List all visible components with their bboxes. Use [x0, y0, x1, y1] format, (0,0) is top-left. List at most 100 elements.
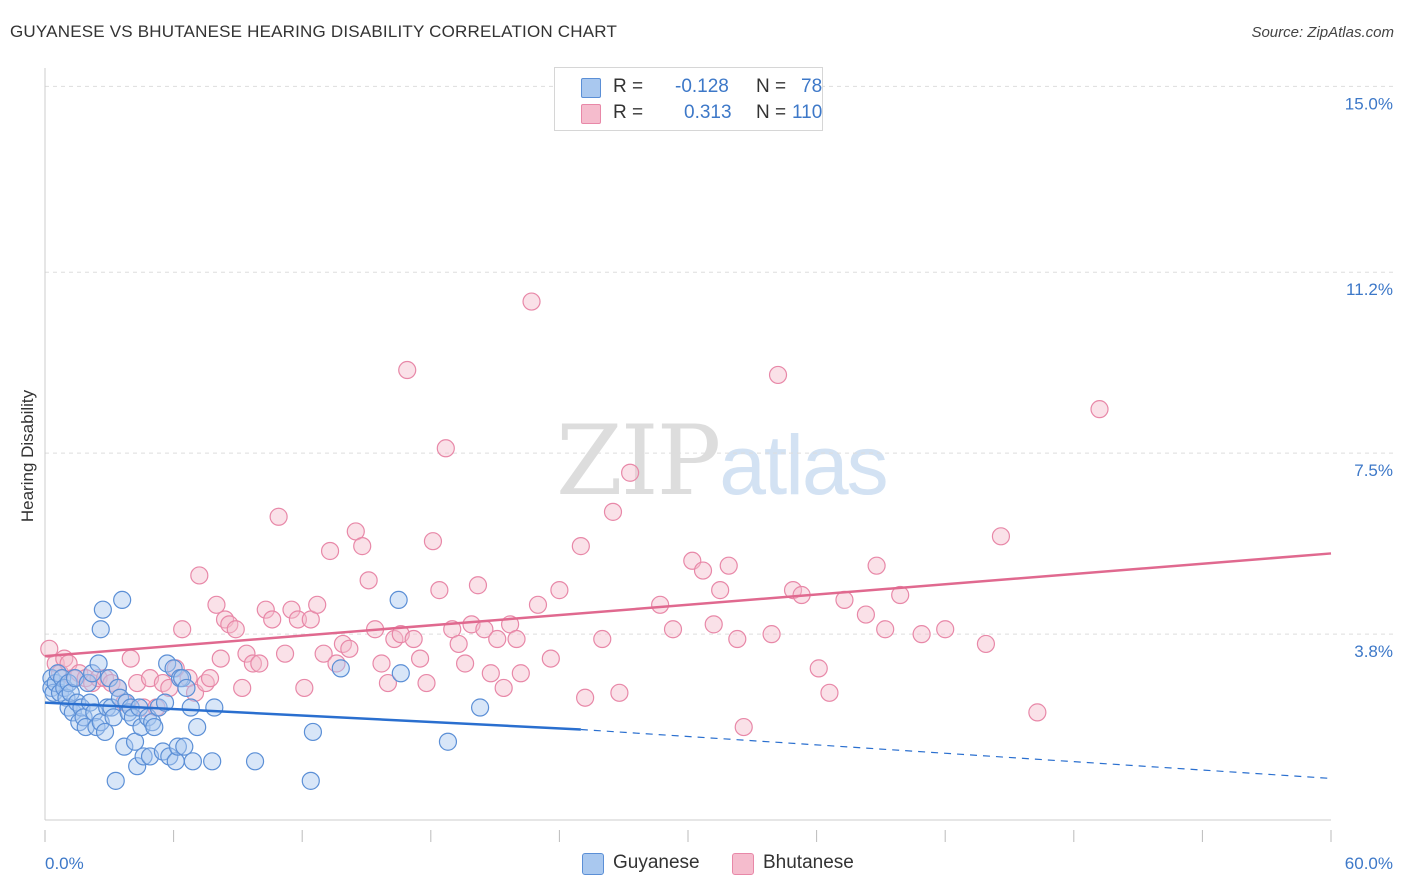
- guyanese-point[interactable]: [78, 673, 97, 693]
- bhutanese-point[interactable]: [711, 581, 730, 600]
- bhutanese-point[interactable]: [468, 576, 488, 595]
- guyanese-point[interactable]: [80, 693, 100, 712]
- bhutanese-point[interactable]: [867, 556, 886, 575]
- bhutanese-point[interactable]: [449, 634, 468, 654]
- guyanese-point[interactable]: [106, 771, 125, 790]
- guyanese-point[interactable]: [181, 698, 200, 717]
- guyanese-point[interactable]: [177, 678, 196, 698]
- bhutanese-point[interactable]: [200, 669, 220, 688]
- bhutanese-point[interactable]: [856, 605, 875, 624]
- guyanese-point[interactable]: [61, 683, 80, 702]
- bhutanese-point[interactable]: [430, 581, 449, 600]
- guyanese-point[interactable]: [188, 717, 207, 737]
- bhutanese-point[interactable]: [734, 717, 753, 737]
- guyanese-point[interactable]: [95, 722, 115, 742]
- bhutanese-point[interactable]: [295, 678, 314, 698]
- bhutanese-point[interactable]: [610, 683, 629, 702]
- bhutanese-point[interactable]: [507, 629, 526, 649]
- bhutanese-point[interactable]: [226, 620, 245, 639]
- bhutanese-point[interactable]: [603, 502, 623, 521]
- bhutanese-point[interactable]: [762, 625, 781, 644]
- guyanese-point[interactable]: [155, 693, 175, 712]
- bhutanese-point[interactable]: [173, 620, 192, 639]
- bhutanese-point[interactable]: [693, 561, 713, 580]
- guyanese-point[interactable]: [331, 659, 350, 678]
- guyanese-point[interactable]: [98, 698, 117, 717]
- bhutanese-point[interactable]: [423, 532, 443, 551]
- guyanese-point[interactable]: [245, 752, 265, 771]
- bhutanese-point[interactable]: [353, 537, 372, 556]
- bhutanese-point[interactable]: [250, 654, 269, 673]
- guyanese-point[interactable]: [470, 698, 490, 717]
- guyanese-point[interactable]: [83, 664, 102, 683]
- guyanese-point[interactable]: [145, 717, 164, 737]
- bhutanese-point[interactable]: [783, 581, 803, 600]
- bhutanese-point[interactable]: [820, 683, 839, 702]
- bhutanese-point[interactable]: [876, 620, 895, 639]
- bhutanese-point[interactable]: [1028, 703, 1047, 722]
- guyanese-point[interactable]: [168, 737, 187, 756]
- guyanese-point[interactable]: [175, 737, 194, 756]
- bhutanese-point[interactable]: [494, 678, 513, 698]
- bhutanese-point[interactable]: [1090, 400, 1109, 419]
- bhutanese-point[interactable]: [256, 600, 275, 619]
- guyanese-point[interactable]: [113, 590, 132, 610]
- guyanese-point[interactable]: [115, 737, 134, 756]
- bhutanese-point[interactable]: [275, 644, 295, 663]
- bhutanese-point[interactable]: [481, 664, 500, 683]
- bhutanese-point[interactable]: [528, 595, 548, 614]
- bhutanese-point[interactable]: [576, 688, 595, 707]
- bhutanese-point[interactable]: [936, 620, 955, 639]
- bhutanese-point[interactable]: [719, 556, 738, 575]
- bhutanese-point[interactable]: [314, 644, 333, 663]
- guyanese-point[interactable]: [203, 752, 222, 771]
- bhutanese-point[interactable]: [541, 649, 560, 668]
- bhutanese-point[interactable]: [263, 610, 282, 629]
- bhutanese-point[interactable]: [768, 365, 788, 385]
- bhutanese-point[interactable]: [436, 439, 455, 458]
- bhutanese-point[interactable]: [410, 649, 430, 668]
- guyanese-point[interactable]: [391, 664, 410, 683]
- bhutanese-point[interactable]: [891, 585, 910, 605]
- bhutanese-point[interactable]: [571, 537, 590, 556]
- bhutanese-point[interactable]: [417, 673, 436, 693]
- guyanese-point[interactable]: [303, 722, 323, 742]
- guyanese-point[interactable]: [183, 752, 202, 771]
- guyanese-point[interactable]: [91, 620, 110, 639]
- bhutanese-point[interactable]: [728, 629, 747, 649]
- bhutanese-point[interactable]: [809, 659, 828, 678]
- bhutanese-point[interactable]: [211, 649, 230, 668]
- guyanese-point[interactable]: [128, 757, 147, 776]
- bhutanese-point[interactable]: [269, 507, 288, 526]
- guyanese-point[interactable]: [132, 717, 151, 737]
- bhutanese-point[interactable]: [663, 620, 683, 639]
- bhutanese-point[interactable]: [704, 615, 723, 634]
- bhutanese-point[interactable]: [237, 644, 256, 663]
- guyanese-point[interactable]: [93, 600, 112, 619]
- bhutanese-point[interactable]: [308, 595, 327, 614]
- bhutanese-point[interactable]: [378, 673, 398, 693]
- guyanese-point[interactable]: [89, 654, 108, 673]
- bhutanese-point[interactable]: [912, 625, 931, 644]
- guyanese-point[interactable]: [104, 708, 123, 727]
- guyanese-point[interactable]: [205, 698, 224, 717]
- bhutanese-point[interactable]: [621, 463, 640, 482]
- bhutanese-point[interactable]: [522, 292, 541, 311]
- bhutanese-point[interactable]: [372, 654, 391, 673]
- bhutanese-point[interactable]: [190, 566, 209, 585]
- bhutanese-point[interactable]: [991, 527, 1011, 546]
- guyanese-point[interactable]: [389, 590, 408, 610]
- bhutanese-point[interactable]: [488, 629, 507, 649]
- bhutanese-point[interactable]: [593, 629, 612, 649]
- bhutanese-point[interactable]: [651, 595, 670, 614]
- bhutanese-point[interactable]: [976, 634, 996, 654]
- bhutanese-point[interactable]: [288, 610, 308, 629]
- bhutanese-point[interactable]: [359, 571, 378, 590]
- bhutanese-point[interactable]: [207, 595, 226, 614]
- bhutanese-point[interactable]: [320, 541, 340, 561]
- bhutanese-point[interactable]: [398, 360, 417, 380]
- bhutanese-point[interactable]: [455, 654, 475, 673]
- bhutanese-point[interactable]: [550, 581, 569, 600]
- bhutanese-point[interactable]: [282, 600, 301, 619]
- guyanese-point[interactable]: [438, 732, 458, 751]
